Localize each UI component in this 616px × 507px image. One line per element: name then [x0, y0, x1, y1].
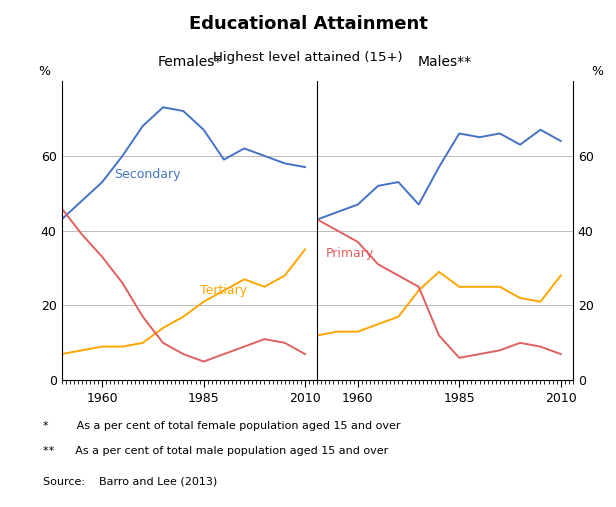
- Text: *        As a per cent of total female population aged 15 and over: * As a per cent of total female populati…: [43, 421, 400, 431]
- Text: Primary: Primary: [325, 247, 374, 260]
- Text: Educational Attainment: Educational Attainment: [188, 15, 428, 33]
- Text: Secondary: Secondary: [115, 168, 181, 182]
- Text: Females*: Females*: [157, 55, 222, 69]
- Text: Highest level attained (15+): Highest level attained (15+): [213, 51, 403, 64]
- Text: Males**: Males**: [418, 55, 472, 69]
- Text: Tertiary: Tertiary: [200, 284, 246, 297]
- Text: %: %: [591, 65, 603, 78]
- Text: %: %: [39, 65, 51, 78]
- Text: **      As a per cent of total male population aged 15 and over: ** As a per cent of total male populatio…: [43, 446, 388, 456]
- Text: Source:    Barro and Lee (2013): Source: Barro and Lee (2013): [43, 477, 217, 487]
